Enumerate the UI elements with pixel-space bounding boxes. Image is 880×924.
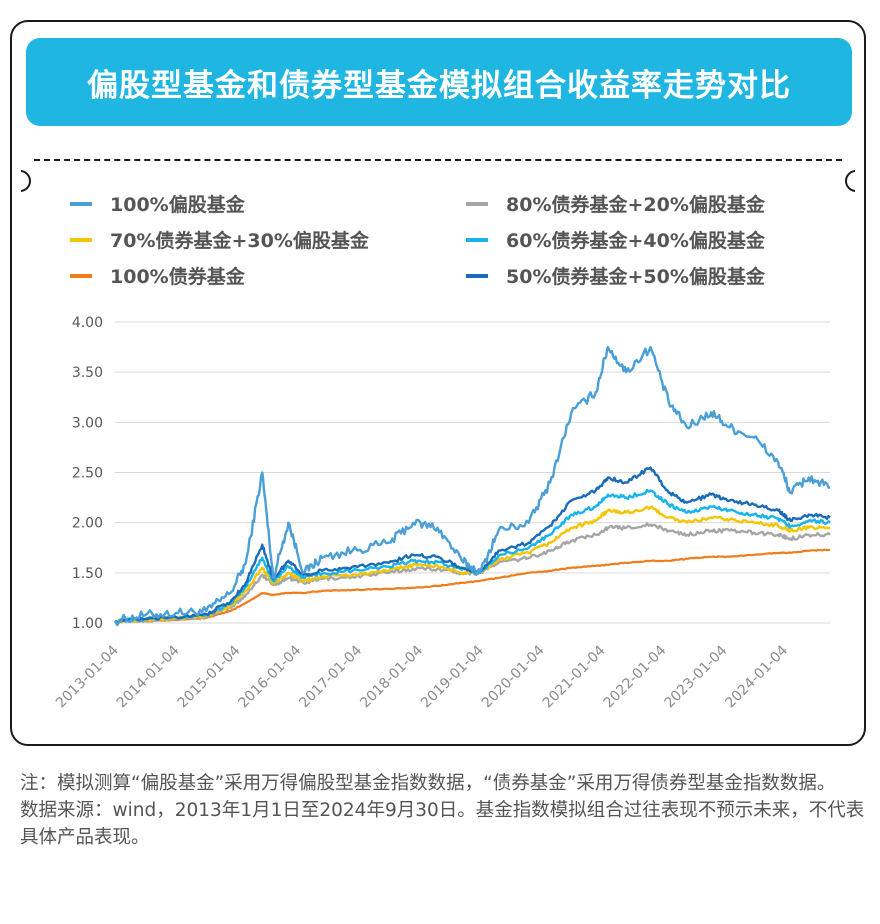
x-tick-label: 2023-01-04 xyxy=(661,642,730,711)
legend-label: 50%债券基金+50%偏股基金 xyxy=(506,266,765,288)
series-line xyxy=(114,548,831,623)
x-tick-label: 2020-01-04 xyxy=(479,642,548,711)
footnote-note: 注：模拟测算“偏股基金”采用万得偏股型基金指数数据，“债券基金”采用万得债券型基… xyxy=(20,773,836,794)
series-line xyxy=(114,466,831,624)
legend-item-bond70-equity30: 70%债券基金+30%偏股基金 xyxy=(70,226,369,253)
y-tick-label: 1.50 xyxy=(72,566,103,582)
x-tick-label: 2017-01-04 xyxy=(296,642,365,711)
footnote-source: 数据来源：wind，2013年1月1日至2024年9月30日。基金指数模拟组合过… xyxy=(20,800,865,848)
series-line xyxy=(113,345,831,627)
legend-label: 80%债券基金+20%偏股基金 xyxy=(506,194,765,216)
legend-label: 100%偏股基金 xyxy=(110,194,245,216)
legend-swatch xyxy=(466,237,488,242)
x-tick-label: 2018-01-04 xyxy=(357,642,426,711)
y-tick-label: 1.00 xyxy=(72,616,103,632)
title-banner: 偏股型基金和债券型基金模拟组合收益率走势对比 xyxy=(26,38,852,126)
legend-item-equity-100: 100%偏股基金 xyxy=(70,190,245,217)
y-tick-label: 4.00 xyxy=(72,315,103,331)
chart-title: 偏股型基金和债券型基金模拟组合收益率走势对比 xyxy=(87,67,791,104)
legend-item-bond60-equity40: 60%债券基金+40%偏股基金 xyxy=(466,226,765,253)
x-tick-label: 2024-01-04 xyxy=(722,642,791,711)
y-tick-label: 2.00 xyxy=(72,516,103,532)
x-tick-label: 2021-01-04 xyxy=(540,642,609,711)
x-tick-label: 2016-01-04 xyxy=(236,642,305,711)
y-tick-label: 3.00 xyxy=(72,415,103,431)
dashed-divider xyxy=(34,159,842,161)
footnote: 注：模拟测算“偏股基金”采用万得偏股型基金指数数据，“债券基金”采用万得债券型基… xyxy=(20,770,870,851)
legend-item-bond50-equity50: 50%债券基金+50%偏股基金 xyxy=(466,262,765,289)
y-tick-label: 3.50 xyxy=(72,365,103,381)
legend-label: 70%债券基金+30%偏股基金 xyxy=(110,230,369,252)
legend-swatch xyxy=(70,237,92,242)
legend-item-bond-100: 100%债券基金 xyxy=(70,262,245,289)
chart-card xyxy=(10,20,866,746)
legend-item-bond80-equity20: 80%债券基金+20%偏股基金 xyxy=(466,190,765,217)
legend-swatch xyxy=(70,201,92,206)
legend-swatch xyxy=(466,273,488,278)
legend-label: 100%债券基金 xyxy=(110,266,245,288)
x-tick-label: 2015-01-04 xyxy=(175,642,244,711)
x-tick-label: 2014-01-04 xyxy=(114,642,183,711)
x-tick-label: 2022-01-04 xyxy=(601,642,670,711)
legend-swatch xyxy=(466,201,488,206)
series-line xyxy=(114,505,831,624)
legend-swatch xyxy=(70,273,92,278)
y-tick-label: 2.50 xyxy=(72,466,103,482)
x-tick-label: 2013-01-04 xyxy=(53,642,122,711)
x-tick-label: 2019-01-04 xyxy=(418,642,487,711)
legend-label: 60%债券基金+40%偏股基金 xyxy=(506,230,765,252)
